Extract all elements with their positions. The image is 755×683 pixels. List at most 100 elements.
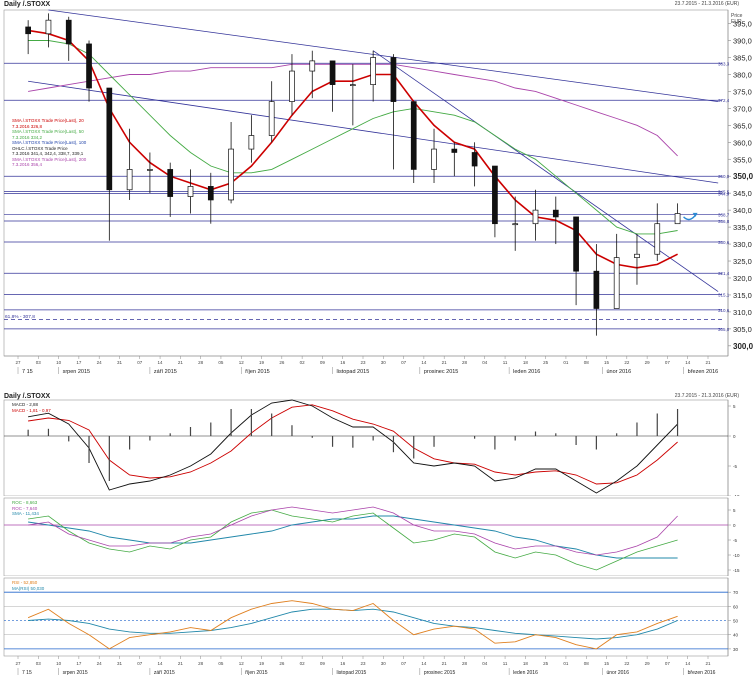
x-tick-label: 26 xyxy=(279,661,285,666)
x-tick-label: 14 xyxy=(158,360,164,365)
y-tick-label: 0 xyxy=(733,523,736,528)
plot-frame xyxy=(3,497,729,576)
y-tick-label: 380,0 xyxy=(733,70,752,79)
legend-entry: SMA /.STOXX Trade Price(Last), 200 xyxy=(12,156,87,162)
roc-line-1 xyxy=(28,509,678,571)
legend-entry: 7.3.2016 334,2 xyxy=(12,134,43,140)
fib-label: 61,8% - 307,8 xyxy=(5,314,35,320)
x-tick-label: 27 xyxy=(15,661,21,666)
macd-signal-line xyxy=(28,404,678,485)
legend-entry: SMA - 11,434 xyxy=(12,511,39,516)
level-label: 338,7 xyxy=(718,213,730,218)
candle-body xyxy=(228,148,234,201)
candle-body xyxy=(309,60,316,72)
trendline xyxy=(372,50,719,292)
legend-entry: SMA /.STOXX Trade Price(Last), 50 xyxy=(12,129,84,134)
month-label: srpen 2015 xyxy=(63,670,88,676)
x-tick-label: 15 xyxy=(604,360,610,365)
price-panel-title: Daily /.STOXX xyxy=(4,1,51,8)
x-tick-label: 28 xyxy=(198,661,204,666)
x-tick-label: 14 xyxy=(685,661,691,666)
level-label: 330,6 xyxy=(718,240,730,245)
macd-panel-title: Daily /.STOXX xyxy=(4,393,51,400)
candle-body xyxy=(86,43,92,89)
x-tick-label: 25 xyxy=(543,661,549,666)
forecast-arrow xyxy=(683,214,697,221)
x-tick-label: 09 xyxy=(320,360,326,365)
candle-body xyxy=(65,19,72,45)
x-tick-label: 05 xyxy=(218,360,224,365)
level-label: 344,9 xyxy=(718,192,730,197)
month-label: říjen 2015 xyxy=(245,670,267,676)
x-tick-label: 04 xyxy=(482,360,488,365)
level-label: 383,3 xyxy=(718,61,730,66)
candle-body xyxy=(350,84,356,86)
price-panel-range: 23.7.2015 - 21.3.2016 (EUR) xyxy=(674,1,739,7)
x-tick-label: 24 xyxy=(97,661,103,666)
x-tick-label: 04 xyxy=(482,661,488,666)
legend-entry: RSI - 52,850 xyxy=(12,580,38,585)
x-tick-label: 09 xyxy=(320,661,326,666)
x-tick-label: 26 xyxy=(279,360,285,365)
x-tick-label: 11 xyxy=(503,661,508,666)
month-label: březen 2016 xyxy=(688,670,716,676)
y-tick-label: 375,0 xyxy=(733,87,752,96)
x-tick-label: 27 xyxy=(15,360,21,365)
y-tick-label: 370,0 xyxy=(733,104,752,113)
legend-entry: SMA /.STOXX Trade Price(Last), 100 xyxy=(12,140,87,145)
y-tick-label: 360,0 xyxy=(733,138,752,147)
price-chart[interactable]: 300,0 305,0 310,0 315,0 320,0 325,0 330,0 335,0… xyxy=(0,0,755,392)
level-label: 305,0 xyxy=(718,327,730,332)
macd-chart[interactable]: 5 0 -5 -10 xyxy=(0,392,755,496)
x-tick-label: 02 xyxy=(300,360,306,365)
candle-body xyxy=(431,148,437,170)
y-tick-label: 0 xyxy=(733,434,736,439)
x-tick-label: 07 xyxy=(665,661,671,666)
x-tick-label: 02 xyxy=(300,661,306,666)
month-label: listopad 2015 xyxy=(337,369,370,375)
x-tick-label: 14 xyxy=(685,360,691,365)
legend-entry: ROC - 7,640 xyxy=(12,505,38,511)
forecast-arrow-head xyxy=(692,212,698,217)
candle-body xyxy=(268,101,275,136)
candle-body xyxy=(126,169,133,191)
y-tick-label: -15 xyxy=(733,568,740,573)
y-tick-label: 330,0 xyxy=(733,240,752,249)
macd-panel-range: 23.7.2015 - 21.3.2016 (EUR) xyxy=(674,393,739,399)
y-tick-label: 335,0 xyxy=(733,223,752,232)
y-tick-label: 70 xyxy=(733,590,739,595)
x-tick-label: 07 xyxy=(401,661,407,666)
rsi-line xyxy=(27,600,678,650)
x-tick-label: 05 xyxy=(218,661,224,666)
x-tick-label: 16 xyxy=(340,661,346,666)
x-tick-label: 19 xyxy=(259,360,265,365)
candle-body xyxy=(248,135,255,150)
x-tick-label: 28 xyxy=(462,661,468,666)
x-tick-label: 31 xyxy=(117,360,123,365)
y-tick-label: 315,0 xyxy=(733,291,752,300)
x-tick-label: 22 xyxy=(624,661,630,666)
month-label: březen 2016 xyxy=(688,369,719,375)
month-label: únor 2016 xyxy=(606,369,631,375)
candle-body xyxy=(512,223,519,226)
x-tick-label: 24 xyxy=(97,360,103,365)
rsi-legend: RSI - 52,850 MA(RSI) 50,030 xyxy=(12,580,44,591)
month-label: září 2015 xyxy=(154,670,175,676)
y-tick-label: 310,0 xyxy=(733,308,752,317)
candle-body xyxy=(573,216,579,272)
candle-body xyxy=(492,165,498,225)
candle-body xyxy=(654,223,661,255)
month-label: únor 2016 xyxy=(606,670,629,676)
x-tick-label: 28 xyxy=(198,360,204,365)
x-tick-label: 07 xyxy=(137,360,143,365)
candle-body xyxy=(45,19,52,35)
rsi-chart[interactable]: 70 60 50 40 30 27 03 10 17 24 31 07 14 21 28 05 12 19 26 02… xyxy=(0,576,755,683)
roc-chart[interactable]: 5 0 -5 -10 -15 xyxy=(0,496,755,576)
x-tick-label: 29 xyxy=(645,661,651,666)
candle-body xyxy=(593,270,600,309)
y-tick-label: -5 xyxy=(733,464,737,469)
x-tick-label: 10 xyxy=(56,661,62,666)
x-tick-label: 23 xyxy=(360,360,366,365)
y-tick-label: 345,0 xyxy=(733,189,752,198)
x-tick-label: 07 xyxy=(401,360,407,365)
